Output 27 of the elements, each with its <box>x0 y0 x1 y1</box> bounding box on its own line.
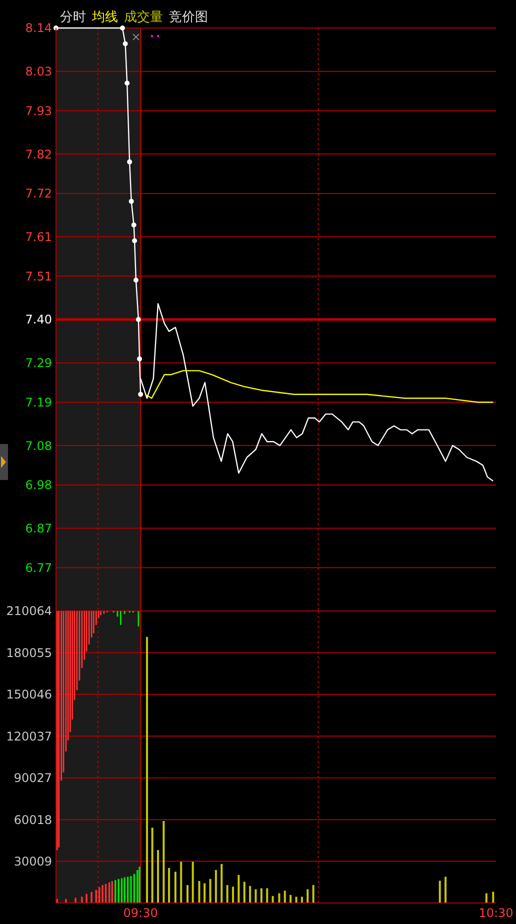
x-tick-label: 10:30 <box>478 906 514 920</box>
y-tick-label: 7.61 <box>25 230 52 244</box>
y-tick-label: 7.08 <box>25 438 52 453</box>
y-tick-label: 180055 <box>6 646 52 660</box>
y-tick-label: 7.29 <box>25 356 52 370</box>
y-tick-label: 7.51 <box>25 269 52 284</box>
y-tick-label: 7.19 <box>25 395 52 410</box>
y-tick-label: 7.82 <box>25 147 52 162</box>
y-tick-label: 6.87 <box>25 521 52 536</box>
y-tick-label: 150046 <box>6 688 52 702</box>
y-tick-label: 8.03 <box>25 64 52 79</box>
y-tick-label: 6.77 <box>25 560 52 575</box>
y-tick-label: 7.93 <box>25 104 52 118</box>
y-tick-label: 6.98 <box>25 478 52 492</box>
y-tick-label: 210064 <box>6 604 52 618</box>
text: 竞价图 <box>169 10 208 25</box>
y-tick-label: 120037 <box>6 729 52 744</box>
y-tick-label: 7.72 <box>25 186 52 201</box>
chart-title: 分时 <box>60 10 86 25</box>
text: 成交量 <box>124 9 163 25</box>
x-tick-label: 09:30 <box>123 906 158 920</box>
y-tick-label: 30009 <box>14 854 52 868</box>
y-tick-label: 7.40 <box>25 312 52 327</box>
y-tick-label: 8.14 <box>25 21 52 36</box>
y-tick-label: 60018 <box>14 812 52 827</box>
y-tick-label: 90027 <box>14 771 52 786</box>
text: 均线 <box>91 10 118 25</box>
